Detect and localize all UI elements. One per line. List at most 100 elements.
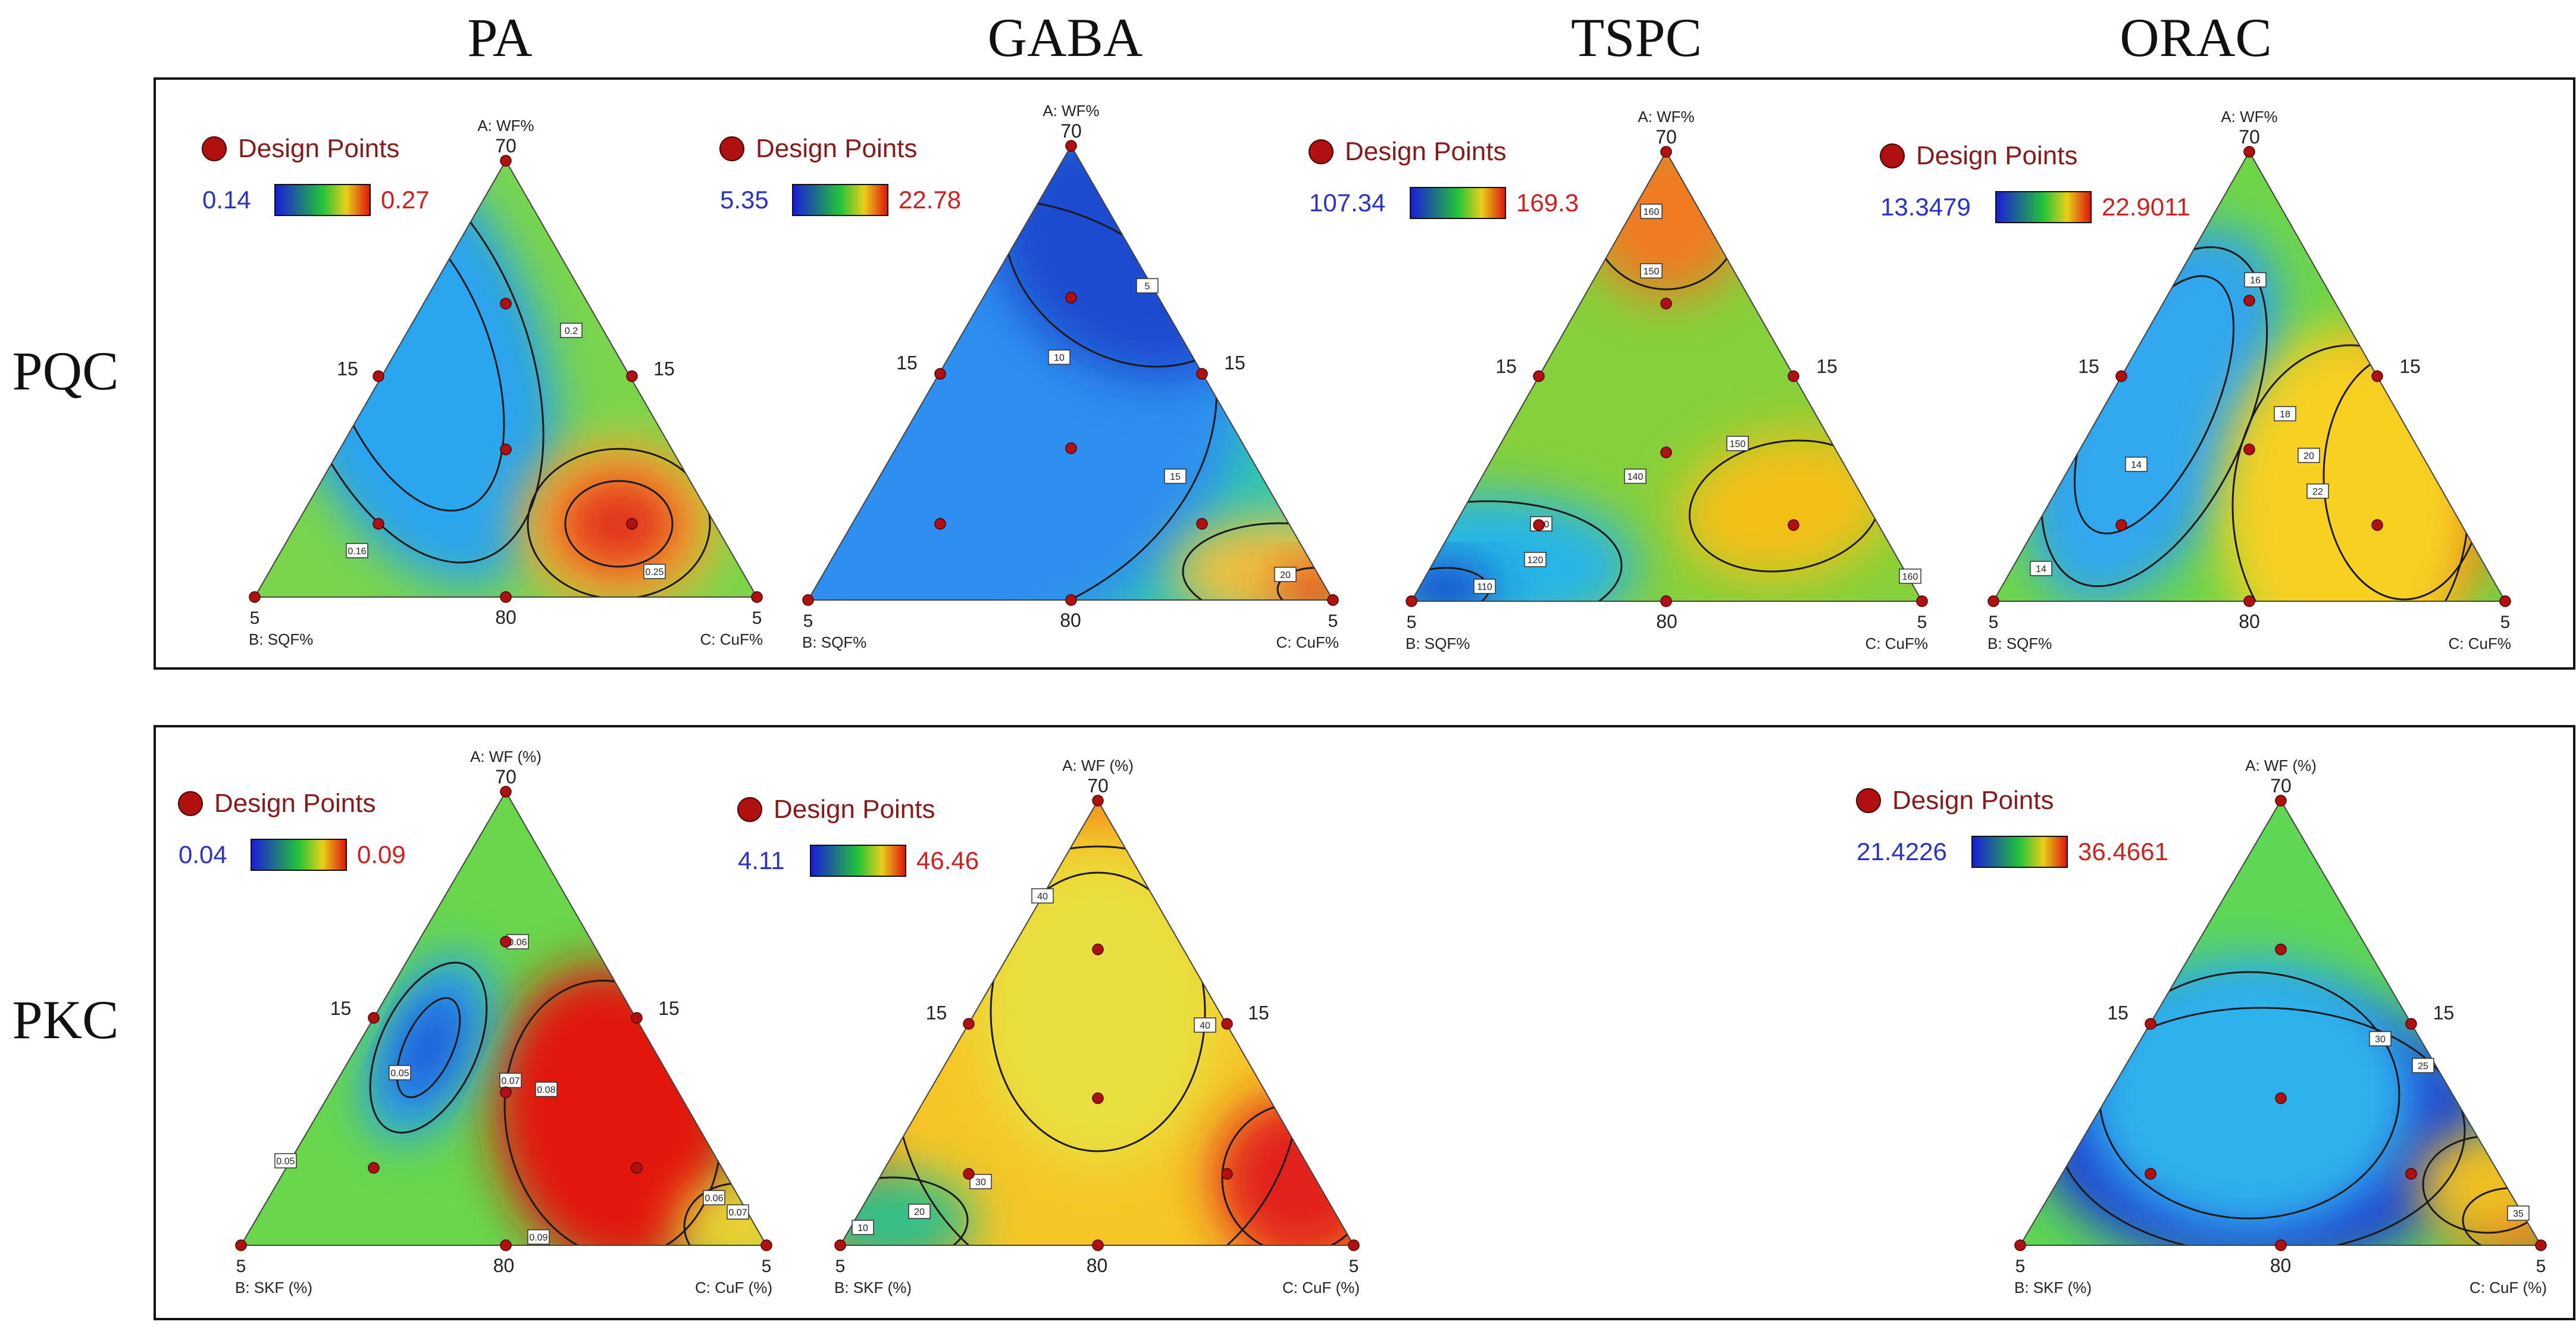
axis-label-a: A: WF (%) bbox=[2245, 757, 2317, 774]
color-scale-min: 13.3479 bbox=[1880, 193, 1971, 221]
contour-line bbox=[1411, 500, 1623, 601]
design-point bbox=[963, 1018, 975, 1030]
tick-corner-right: 5 bbox=[1917, 613, 1927, 632]
contour-fill bbox=[2020, 801, 2541, 1245]
contour-label: 150 bbox=[1644, 267, 1660, 277]
contour-label: 22 bbox=[2312, 487, 2323, 497]
legend-design-point-marker bbox=[178, 791, 203, 816]
tick-left: 15 bbox=[2078, 356, 2099, 377]
axis-label-c: C: CuF (%) bbox=[1282, 1279, 1360, 1296]
design-point bbox=[2371, 370, 2383, 382]
design-point bbox=[934, 368, 946, 380]
design-point bbox=[1196, 518, 1208, 530]
contour-fill bbox=[255, 161, 757, 597]
contour-label-box bbox=[643, 564, 666, 579]
tick-base: 80 bbox=[1060, 610, 1081, 631]
legend-design-point-marker bbox=[1856, 788, 1881, 813]
color-scale-bar bbox=[792, 184, 888, 216]
design-point bbox=[1788, 519, 1799, 531]
contour-region bbox=[840, 1173, 976, 1245]
design-point bbox=[1788, 370, 1799, 382]
tick-right: 15 bbox=[1248, 1002, 1269, 1024]
column-header-gaba: GABA bbox=[987, 7, 1143, 68]
contour-label: 0.05 bbox=[390, 1068, 409, 1079]
design-point bbox=[500, 1239, 512, 1251]
design-point bbox=[934, 518, 946, 530]
ternary-plot-pkc-pa: 0.06 0.05 0.07 0.08 0.05 0.09 0.06 0.07 A: WF (%… bbox=[178, 748, 772, 1296]
tick-corner-right: 5 bbox=[762, 1257, 772, 1276]
contour-label: 14 bbox=[2036, 564, 2046, 574]
axis-label-b: B: SQF% bbox=[1406, 635, 1470, 652]
color-scale-bar bbox=[274, 184, 371, 216]
contour-label: 40 bbox=[1200, 1021, 1210, 1031]
contour-label: 10 bbox=[857, 1223, 868, 1233]
contour-line bbox=[396, 997, 461, 1098]
design-point bbox=[2275, 795, 2287, 807]
contour-region bbox=[559, 476, 678, 571]
design-point bbox=[2371, 519, 2383, 531]
contour-fill bbox=[808, 146, 1333, 600]
contour-label-box bbox=[2306, 483, 2329, 499]
contour-label: 35 bbox=[2513, 1209, 2524, 1219]
design-point bbox=[2499, 595, 2511, 607]
tick-corner-left: 5 bbox=[1989, 613, 1999, 632]
tick-right: 15 bbox=[658, 998, 680, 1019]
contour-region bbox=[1214, 1095, 1354, 1245]
design-point bbox=[2275, 1092, 2287, 1104]
design-point bbox=[2145, 1018, 2156, 1030]
contour-label: 5 bbox=[1145, 282, 1150, 292]
contour-label: 30 bbox=[2375, 1035, 2386, 1045]
contour-label-box bbox=[1194, 1017, 1216, 1033]
tick-left: 15 bbox=[330, 998, 352, 1019]
column-header-orac: ORAC bbox=[2120, 7, 2272, 68]
tick-base: 80 bbox=[495, 607, 517, 628]
tick-corner-left: 5 bbox=[1407, 613, 1417, 632]
design-point bbox=[2145, 1168, 2156, 1180]
design-point bbox=[1065, 292, 1077, 304]
contour-label: 0.16 bbox=[348, 546, 366, 557]
contour-label: 25 bbox=[2418, 1061, 2428, 1071]
design-point bbox=[2535, 1239, 2547, 1251]
tick-right: 15 bbox=[1224, 352, 1245, 374]
contour-label: 0.2 bbox=[565, 326, 578, 336]
design-point bbox=[368, 1012, 380, 1024]
contour-label-box bbox=[703, 1190, 725, 1205]
design-point bbox=[2115, 370, 2127, 382]
contour-label: 20 bbox=[2303, 451, 2314, 461]
design-point bbox=[2405, 1168, 2417, 1180]
legend-design-point-marker bbox=[737, 797, 762, 822]
design-point bbox=[2014, 1239, 2026, 1251]
contour-label: 0.09 bbox=[529, 1233, 547, 1243]
axis-label-c: C: CuF% bbox=[700, 630, 763, 648]
contour-label-box bbox=[727, 1204, 749, 1220]
contour-label-box bbox=[1624, 468, 1647, 484]
design-point bbox=[500, 936, 512, 948]
contour-label-box bbox=[2244, 272, 2267, 288]
legend-design-point-marker bbox=[202, 136, 227, 161]
contour-label: 20 bbox=[1280, 570, 1291, 580]
tick-corner-left: 5 bbox=[236, 1257, 246, 1276]
design-point bbox=[500, 591, 512, 603]
tick-base: 80 bbox=[2239, 611, 2260, 632]
contour-label: 160 bbox=[1644, 207, 1660, 217]
design-point bbox=[1092, 795, 1104, 807]
ternary-plot-pqc-tspc: 160150140150130120110160A: WF%7015158055… bbox=[1309, 108, 1928, 652]
row-header-pqc: PQC bbox=[12, 340, 119, 401]
axis-label-b: B: SQF% bbox=[1987, 635, 2052, 652]
tick-corner-right: 5 bbox=[752, 608, 762, 628]
color-scale-max: 22.9011 bbox=[2102, 193, 2190, 221]
contour-line bbox=[1182, 522, 1333, 600]
contour-line bbox=[527, 448, 711, 597]
contour-label-box bbox=[1164, 468, 1187, 484]
tick-base: 80 bbox=[1656, 611, 1677, 632]
tick-right: 15 bbox=[653, 358, 675, 380]
design-point bbox=[2275, 1239, 2287, 1251]
contour-label: 0.07 bbox=[501, 1076, 519, 1086]
legend-design-point-marker bbox=[1309, 139, 1334, 164]
contour-label: 0.06 bbox=[705, 1193, 723, 1204]
tick-corner-left: 5 bbox=[2015, 1257, 2026, 1276]
contour-label-box bbox=[1048, 349, 1071, 365]
contour-label: 140 bbox=[1627, 472, 1644, 482]
contour-region bbox=[678, 1179, 766, 1245]
